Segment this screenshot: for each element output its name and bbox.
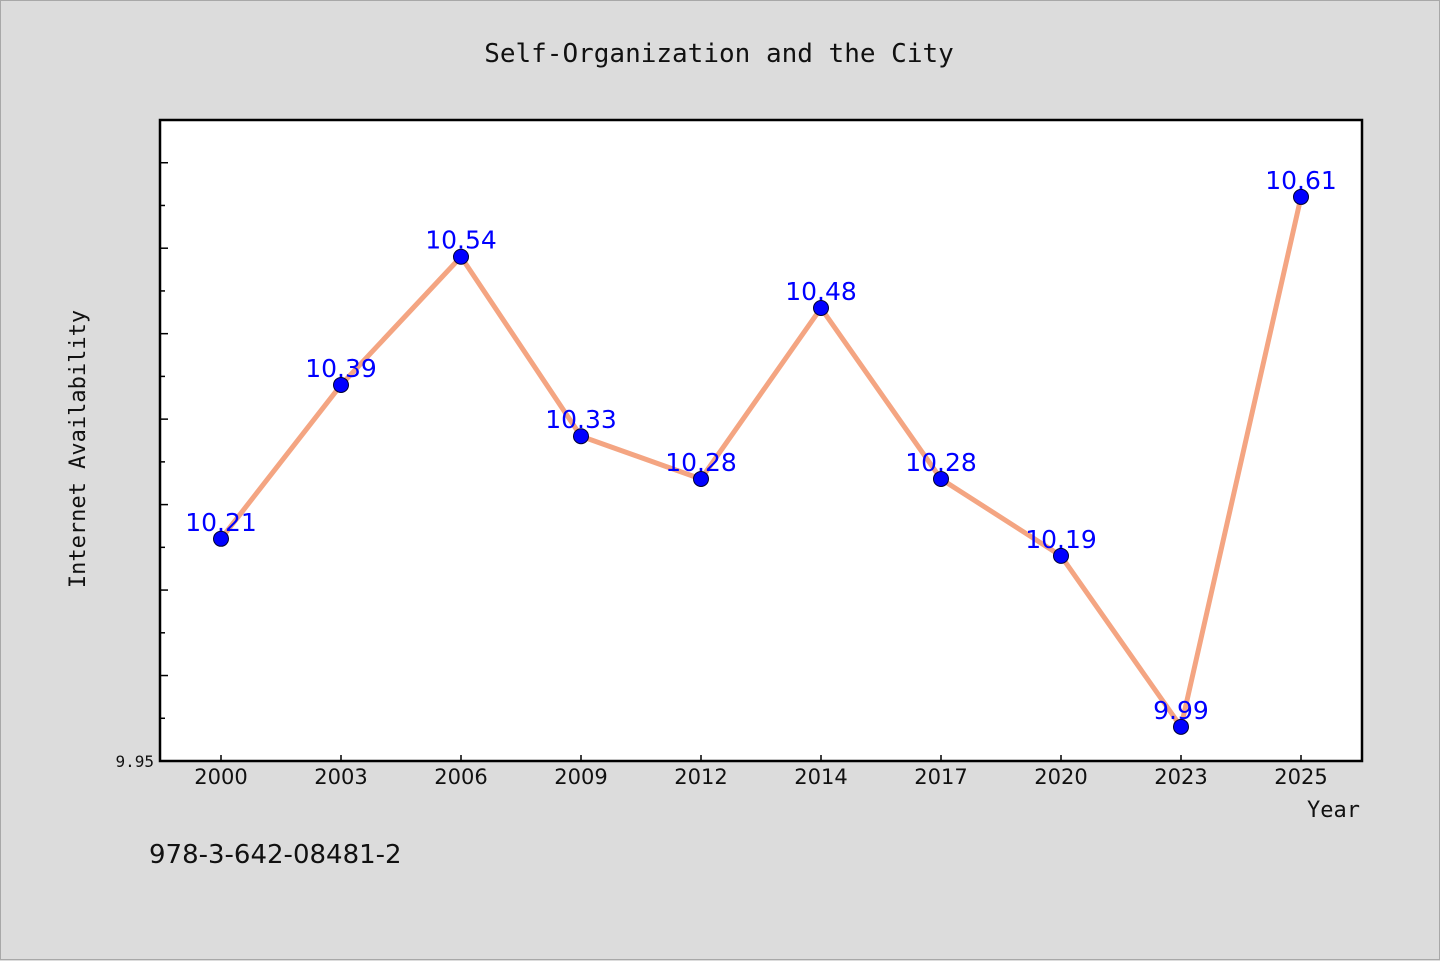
- x-tick-labels: 2000 2003 2006 2009 2012 2014 2017 2020 2023 2025: [194, 765, 1327, 789]
- chart-title: Self-Organization and the City: [484, 39, 954, 69]
- x-axis-label: Year: [1307, 798, 1360, 823]
- x-tick-label: 2003: [314, 765, 367, 789]
- data-label: 10.48: [785, 277, 857, 306]
- data-point: [1293, 188, 1309, 205]
- y-tick-label: 9.95: [115, 752, 154, 771]
- data-label: 10.28: [665, 448, 737, 477]
- data-markers: [213, 188, 1309, 735]
- data-point: [333, 376, 349, 393]
- x-axis-ticks: [220, 755, 1302, 761]
- data-point: [933, 470, 949, 487]
- x-tick-label: 2017: [914, 765, 967, 789]
- data-label: 10.19: [1025, 525, 1097, 554]
- x-tick-label: 2025: [1274, 765, 1327, 789]
- x-tick-label: 2023: [1154, 765, 1207, 789]
- data-point: [693, 470, 709, 487]
- y-axis-label: Internet Availability: [66, 310, 91, 588]
- data-label: 10.39: [305, 354, 377, 383]
- data-label: 10.28: [905, 448, 977, 477]
- data-labels: 10.21 10.39 10.54 10.33 10.28 10.48 10.28 10.19…: [185, 166, 1337, 725]
- data-point: [573, 428, 589, 445]
- x-tick-label: 2009: [554, 765, 607, 789]
- x-tick-label: 2012: [674, 765, 727, 789]
- data-label: 10.61: [1265, 166, 1337, 195]
- plot-area: [158, 118, 1364, 763]
- data-label: 10.33: [545, 405, 617, 434]
- data-label: 9.99: [1153, 696, 1209, 725]
- data-label: 10.21: [185, 508, 257, 537]
- x-tick-label: 2020: [1034, 765, 1087, 789]
- data-point: [1053, 547, 1069, 564]
- data-point: [1173, 718, 1189, 735]
- data-point: [213, 530, 229, 547]
- data-point: [813, 300, 829, 317]
- data-label: 10.54: [425, 226, 497, 255]
- data-point: [453, 248, 469, 265]
- series-line: [219, 196, 1304, 730]
- y-axis-ticks: [160, 119, 168, 720]
- x-tick-label: 2014: [794, 765, 847, 789]
- isbn-text: 978-3-642-08481-2: [149, 840, 402, 870]
- x-tick-label: 2000: [194, 765, 247, 789]
- x-tick-label: 2006: [434, 765, 487, 789]
